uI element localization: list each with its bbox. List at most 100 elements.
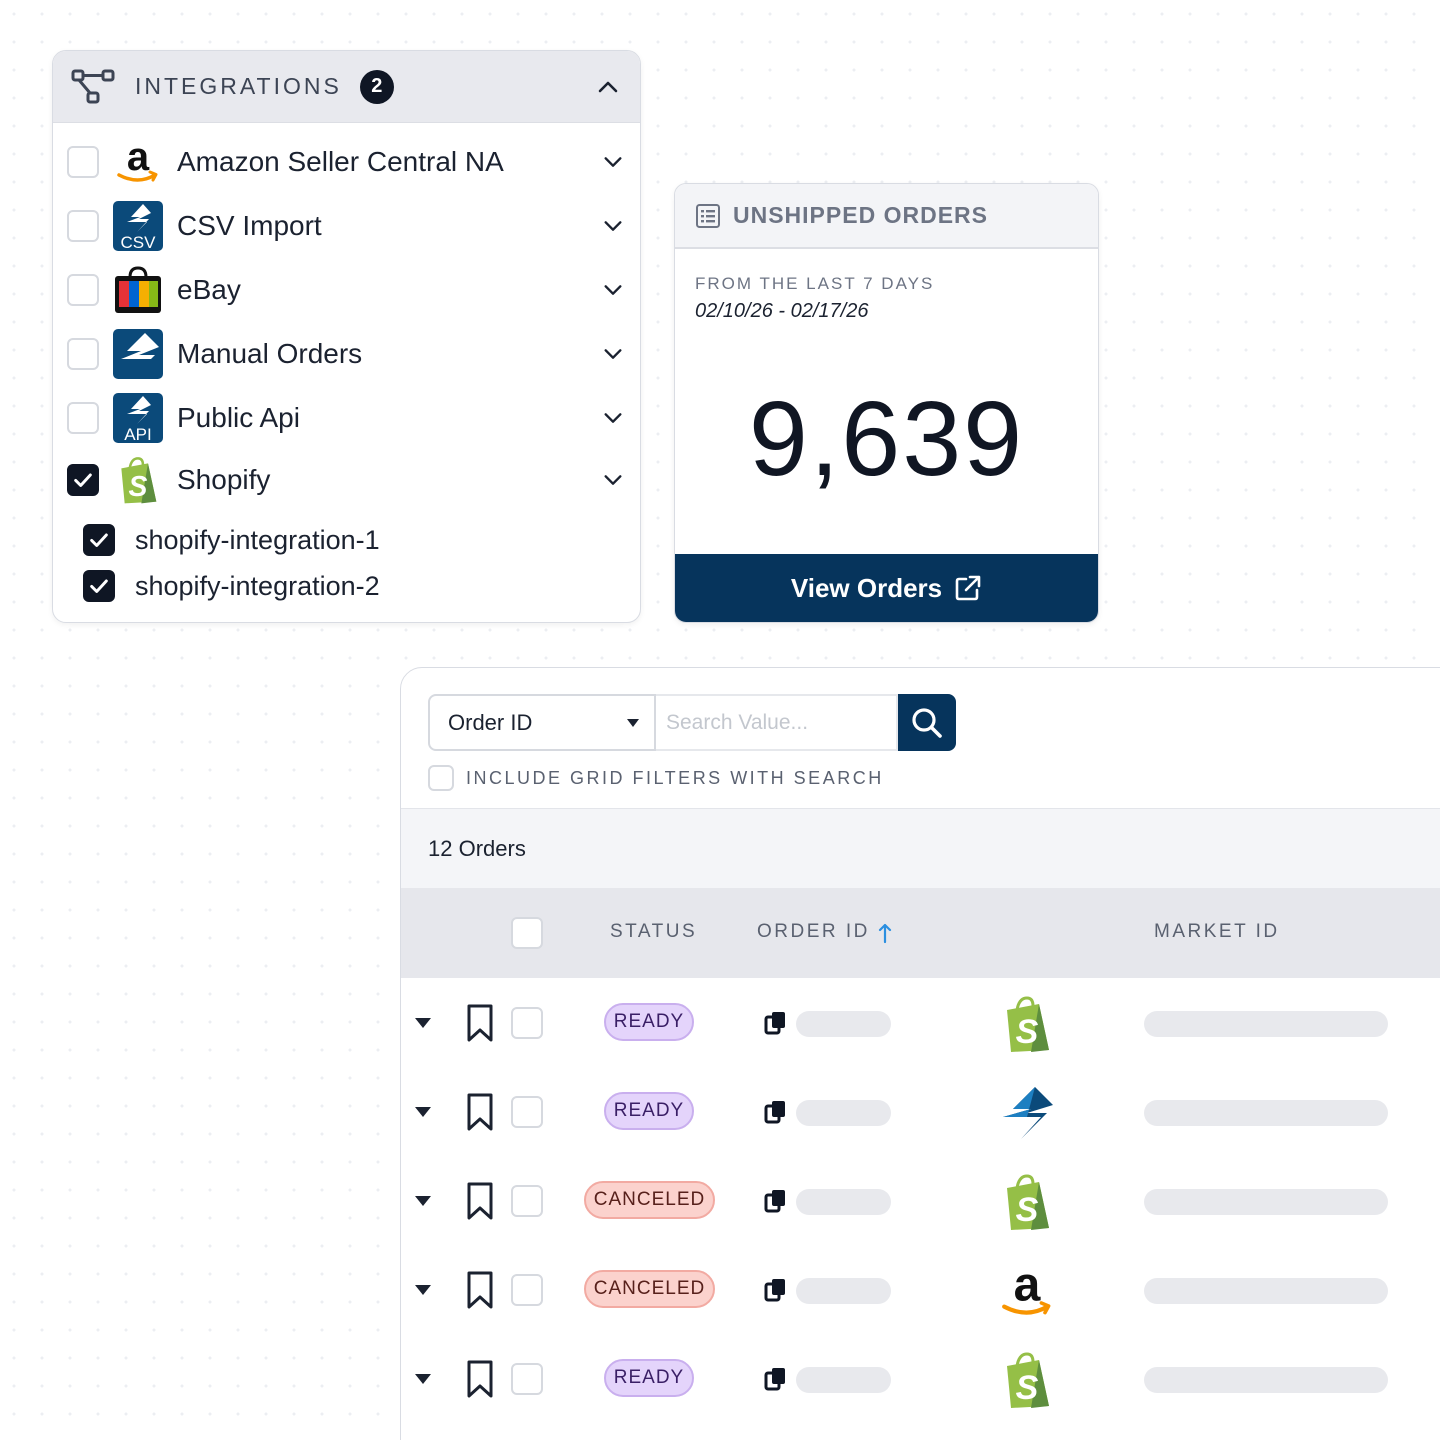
expand-caret-icon[interactable] — [413, 1283, 433, 1297]
copy-icon[interactable] — [763, 1098, 789, 1126]
sub-integration-item[interactable]: shopify-integration-1 — [83, 520, 380, 560]
select-all-checkbox[interactable] — [511, 917, 543, 949]
row-checkbox[interactable] — [511, 1007, 543, 1039]
market-id-placeholder — [1144, 1189, 1388, 1215]
bookmark-icon[interactable] — [465, 1359, 495, 1399]
table-row[interactable]: READY — [401, 1067, 1440, 1156]
api-logo-icon: API — [113, 393, 163, 443]
chevron-down-icon[interactable] — [602, 469, 624, 491]
order-id-placeholder — [796, 1189, 891, 1215]
order-id-placeholder — [796, 1100, 891, 1126]
expand-caret-icon[interactable] — [413, 1194, 433, 1208]
integration-checkbox[interactable] — [67, 464, 99, 496]
unshipped-orders-card: UNSHIPPED ORDERS FROM THE LAST 7 DAYS 02… — [674, 183, 1099, 623]
date-range: 02/10/26 - 02/17/26 — [695, 300, 869, 322]
chevron-down-icon[interactable] — [602, 151, 624, 173]
check-icon — [72, 469, 94, 491]
copy-icon[interactable] — [763, 1009, 789, 1037]
chevron-down-icon[interactable] — [602, 279, 624, 301]
column-header-order-id[interactable]: ORDER ID — [757, 921, 870, 942]
external-link-icon — [955, 575, 981, 601]
ebay-logo-icon — [115, 266, 161, 313]
chevron-down-icon[interactable] — [602, 407, 624, 429]
expand-caret-icon[interactable] — [413, 1372, 433, 1386]
integration-checkbox[interactable] — [67, 146, 99, 178]
shopify-logo-icon — [997, 994, 1057, 1054]
integration-checkbox[interactable] — [67, 402, 99, 434]
search-button[interactable] — [898, 694, 956, 751]
unshipped-orders-header: UNSHIPPED ORDERS — [675, 184, 1098, 249]
integration-item-shopify[interactable]: Shopify — [53, 451, 641, 509]
row-checkbox[interactable] — [511, 1096, 543, 1128]
include-filters-checkbox[interactable] — [428, 765, 454, 791]
sub-integration-label: shopify-integration-2 — [135, 570, 380, 601]
caret-down-icon — [627, 719, 639, 727]
sub-integration-checkbox[interactable] — [83, 524, 115, 556]
table-row[interactable]: CANCELED — [401, 1156, 1440, 1245]
integration-item-ebay[interactable]: eBay — [53, 261, 641, 319]
integration-checkbox[interactable] — [67, 338, 99, 370]
include-grid-filters[interactable]: INCLUDE GRID FILTERS WITH SEARCH — [428, 765, 884, 791]
order-id-placeholder — [796, 1278, 891, 1304]
search-bar: Order ID — [428, 694, 956, 751]
status-badge: READY — [604, 1092, 694, 1130]
chevron-down-icon[interactable] — [602, 343, 624, 365]
amazon-logo-icon — [997, 1261, 1057, 1321]
shopify-logo-icon — [997, 1172, 1057, 1232]
view-orders-button[interactable]: View Orders — [675, 554, 1098, 622]
table-row[interactable]: READY — [401, 1334, 1440, 1423]
shopify-logo-icon — [113, 455, 163, 505]
integration-checkbox[interactable] — [67, 210, 99, 242]
chevron-down-icon[interactable] — [602, 215, 624, 237]
integration-item-manual-orders[interactable]: Manual Orders — [53, 325, 641, 383]
order-id-placeholder — [796, 1011, 891, 1037]
market-id-placeholder — [1144, 1011, 1388, 1037]
integration-item-amazon[interactable]: Amazon Seller Central NA — [53, 133, 641, 191]
integration-item-public-api[interactable]: API Public Api — [53, 389, 641, 447]
bookmark-icon[interactable] — [465, 1181, 495, 1221]
table-row[interactable]: READY — [401, 978, 1440, 1067]
integration-label: Manual Orders — [177, 338, 363, 369]
row-checkbox[interactable] — [511, 1274, 543, 1306]
chevron-up-icon[interactable] — [596, 75, 620, 99]
integrations-count-badge: 2 — [359, 69, 394, 104]
bookmark-icon[interactable] — [465, 1270, 495, 1310]
column-header-status[interactable]: STATUS — [610, 921, 698, 942]
integration-label: Amazon Seller Central NA — [177, 146, 504, 177]
market-id-placeholder — [1144, 1367, 1388, 1393]
expand-caret-icon[interactable] — [413, 1105, 433, 1119]
integrations-panel: INTEGRATIONS 2 Amazon Seller Central NA … — [52, 50, 641, 623]
order-count-bar: 12 Orders — [401, 808, 1440, 888]
row-checkbox[interactable] — [511, 1363, 543, 1395]
integration-label: CSV Import — [177, 210, 322, 241]
expand-caret-icon[interactable] — [413, 1016, 433, 1030]
row-checkbox[interactable] — [511, 1185, 543, 1217]
bookmark-icon[interactable] — [465, 1092, 495, 1132]
search-field-select[interactable]: Order ID — [428, 694, 656, 751]
integration-item-csv[interactable]: CSV CSV Import — [53, 197, 641, 255]
copy-icon[interactable] — [763, 1276, 789, 1304]
integration-label: Public Api — [177, 402, 300, 433]
search-field-value: Order ID — [448, 709, 533, 735]
sub-integration-checkbox[interactable] — [83, 570, 115, 602]
column-header-market-id[interactable]: MARKET ID — [1154, 921, 1280, 942]
copy-icon[interactable] — [763, 1187, 789, 1215]
search-input[interactable] — [656, 694, 898, 751]
copy-icon[interactable] — [763, 1365, 789, 1393]
network-icon — [71, 69, 115, 103]
csv-logo-icon: CSV — [113, 201, 163, 251]
status-badge: CANCELED — [584, 1181, 715, 1219]
integrations-header[interactable]: INTEGRATIONS 2 — [53, 51, 640, 123]
table-row[interactable]: CANCELED — [401, 1245, 1440, 1334]
sub-integration-item[interactable]: shopify-integration-2 — [83, 566, 380, 606]
bookmark-icon[interactable] — [465, 1003, 495, 1043]
amazon-logo-icon — [113, 137, 163, 187]
sort-ascending-icon[interactable] — [878, 922, 892, 944]
status-badge: READY — [604, 1003, 694, 1041]
integration-label: Shopify — [177, 464, 271, 495]
integration-checkbox[interactable] — [67, 274, 99, 306]
view-orders-label: View Orders — [790, 572, 943, 603]
manual-orders-logo-icon — [997, 1083, 1057, 1143]
svg-text:API: API — [124, 425, 151, 443]
check-icon — [88, 529, 110, 551]
